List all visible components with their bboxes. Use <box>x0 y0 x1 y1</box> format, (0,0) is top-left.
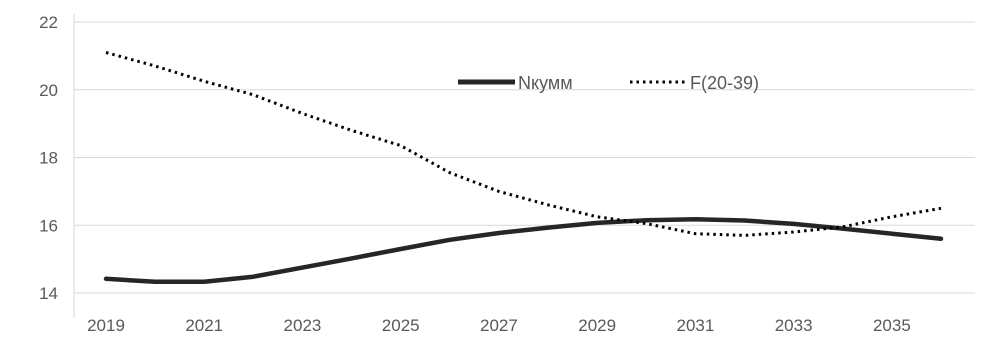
series-lines <box>103 51 944 285</box>
x-tick-label: 2029 <box>578 316 616 335</box>
x-axis-ticks: 2019 2021 2023 2025 2027 2029 2031 2033 2035 <box>87 316 911 335</box>
y-tick-label: 14 <box>39 284 58 303</box>
y-tick-label: 16 <box>39 216 58 235</box>
legend-label-f20-39: F(20-39) <box>690 73 759 93</box>
x-tick-label: 2023 <box>284 316 322 335</box>
x-tick-label: 2019 <box>87 316 125 335</box>
y-axis-ticks: 14 16 18 20 22 <box>39 13 58 303</box>
x-tick-label: 2021 <box>185 316 223 335</box>
x-tick-label: 2027 <box>480 316 518 335</box>
legend-label-nkumm: Nкумм <box>518 73 573 93</box>
x-tick-label: 2031 <box>676 316 714 335</box>
y-tick-label: 20 <box>39 81 58 100</box>
y-tick-label: 18 <box>39 149 58 168</box>
y-tick-label: 22 <box>39 13 58 32</box>
gridlines <box>73 14 975 318</box>
legend: Nкумм F(20-39) <box>458 73 759 93</box>
series-line-nkumm <box>103 216 944 285</box>
x-tick-label: 2033 <box>775 316 813 335</box>
x-tick-label: 2025 <box>382 316 420 335</box>
series-line-f20-39 <box>105 51 942 237</box>
x-tick-label: 2035 <box>873 316 911 335</box>
